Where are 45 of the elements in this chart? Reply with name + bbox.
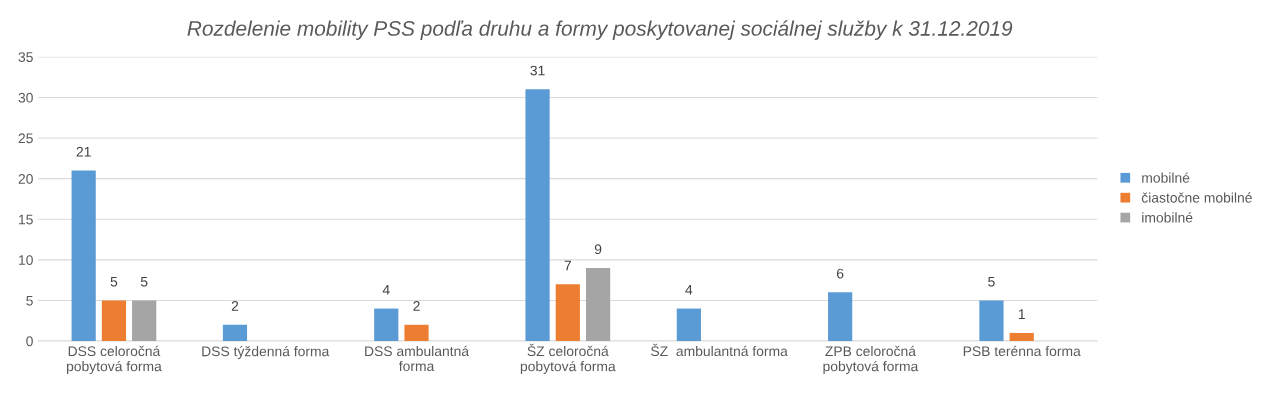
legend-label: mobilné [1142,172,1190,183]
data-label: 4 [685,285,693,295]
x-tick-label: ŠZ ambulantná forma [651,343,788,357]
bar [1009,332,1034,342]
data-label: 6 [837,268,844,279]
bar [71,170,96,342]
data-label: 5 [988,276,995,287]
data-label: 31 [530,65,545,76]
data-label: 2 [413,301,420,311]
bar [222,324,248,342]
chart-title: Rozdelenie mobility PSS podľa druhu a formy poskytovanej sociálnej služby k 31.12.2019 [187,20,1013,40]
legend-label: imobilné [1142,212,1193,223]
data-label: 5 [110,276,118,287]
bar [374,308,399,342]
y-tick-label: 35 [18,52,33,63]
y-tick-label: 20 [18,173,33,184]
bar [525,89,550,342]
x-tick-label: DSS týždenná forma [202,345,330,360]
bar [979,300,1004,342]
x-tick-label: PSB terénna forma [963,345,1081,357]
data-label: 7 [564,260,571,271]
x-tick-label: ZPB celoročná pobytová forma [823,345,919,374]
bar [585,267,611,342]
x-tick-label: ŠZ celoročná pobytová forma [520,343,616,374]
y-tick-label: 30 [18,92,33,103]
y-tick-label: 25 [18,133,33,144]
data-label: 1 [1018,309,1025,319]
bar [132,300,157,342]
y-tick-label: 0 [26,336,33,347]
x-tick-label: DSS celoročná pobytová forma [66,345,162,374]
y-tick-label: 5 [26,295,33,306]
bar [555,284,580,342]
x-tick-label: DSS ambulantná forma [365,345,470,372]
data-label: 5 [140,276,148,287]
bar [828,292,853,342]
bar [404,324,429,342]
bar [676,308,701,342]
bar [101,300,127,342]
data-label: 9 [594,244,602,255]
y-tick-label: 15 [19,214,33,225]
y-tick-label: 10 [19,255,33,266]
data-label: 4 [382,285,390,295]
legend-label: čiastočne mobilné [1141,192,1252,203]
data-label: 21 [76,146,91,157]
data-label: 2 [231,301,239,311]
